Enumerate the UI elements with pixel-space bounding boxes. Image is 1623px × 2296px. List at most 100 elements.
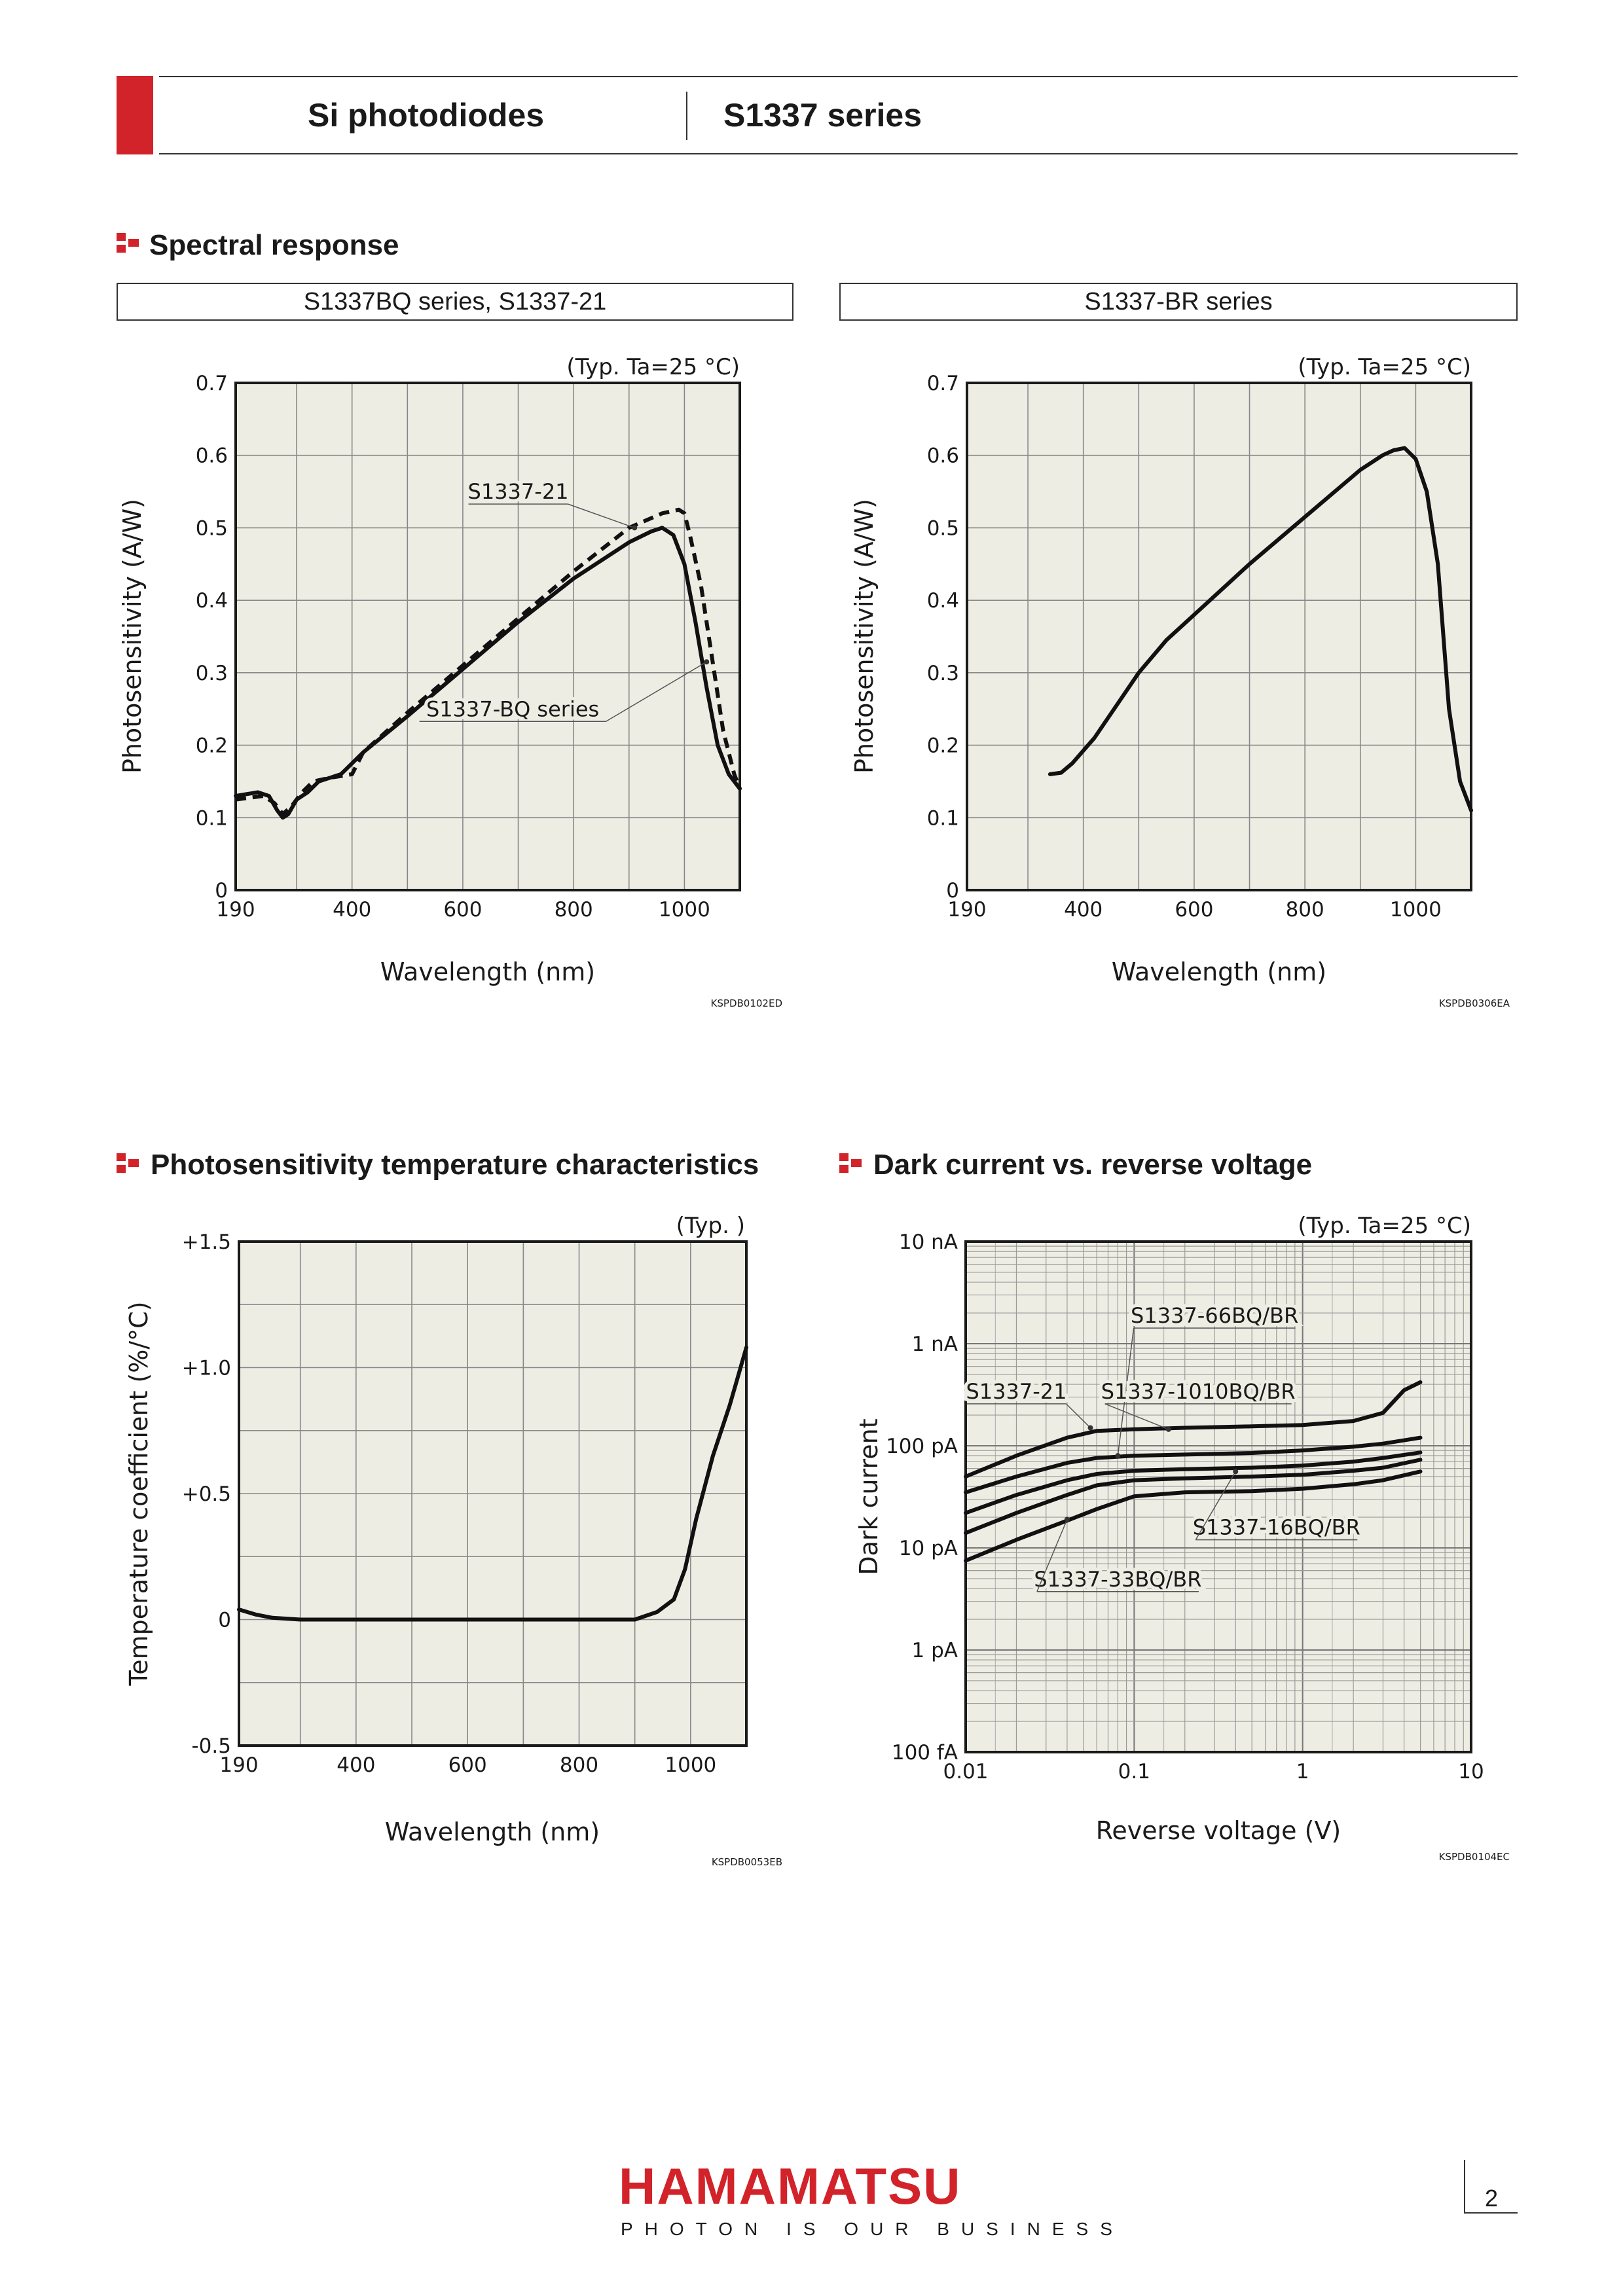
page-number-rule — [1464, 2212, 1518, 2214]
chart-note-c1: (Typ. Ta=25 °C) — [566, 354, 740, 380]
header-bottom-rule — [159, 153, 1518, 154]
x-axis-label-c2: Wavelength (nm) — [1112, 958, 1326, 986]
series-line-c4-3 — [964, 1458, 1423, 1535]
y-tick-label: +1.5 — [182, 1230, 231, 1254]
hamamatsu-logo: HAMAMATSU — [619, 2157, 962, 2215]
annotation-label: S1337-33BQ/BR — [1034, 1567, 1201, 1592]
annotation-pointer — [1087, 1425, 1093, 1431]
y-tick-label: 0.3 — [927, 662, 959, 685]
annotation-leader — [1117, 1328, 1135, 1456]
y-tick-label: 0.4 — [927, 589, 959, 613]
x-tick-label: 1 — [1296, 1760, 1309, 1784]
x-tick-label: 190 — [216, 898, 255, 922]
annotation-leader — [1065, 1403, 1091, 1429]
annotation-label: S1337-1010BQ/BR — [1101, 1379, 1296, 1404]
x-axis-label-c1: Wavelength (nm) — [380, 958, 595, 986]
figure-code-c1: KSPDB0102ED — [711, 997, 782, 1009]
annotation-pointer — [632, 525, 638, 531]
annotation-leader — [1104, 1403, 1169, 1430]
brand-color-block — [117, 76, 153, 154]
y-tick-label: 0.5 — [196, 516, 228, 540]
chart-note-c2: (Typ. Ta=25 °C) — [1298, 354, 1471, 380]
annotation-label: S1337-16BQ/BR — [1193, 1515, 1360, 1540]
section-title-spectral: Spectral response — [149, 229, 399, 261]
x-tick-label: 600 — [443, 898, 482, 922]
series-line-c4-0 — [964, 1380, 1423, 1479]
chart2-subtitle: S1337-BR series — [839, 283, 1518, 321]
series-line-c4-4 — [964, 1469, 1423, 1563]
x-tick-label: 400 — [337, 1753, 375, 1777]
y-axis-label-c4: Dark current — [854, 1418, 883, 1575]
x-tick-label: 800 — [555, 898, 593, 922]
y-axis-label-c3: Temperature coefficient (%/°C) — [124, 1301, 153, 1686]
annotation-leader — [1195, 1471, 1236, 1541]
plot-frame-c3 — [238, 1240, 748, 1747]
annotation-leader — [1036, 1519, 1068, 1592]
series-line-c1-0 — [234, 526, 742, 820]
x-tick-label: 1000 — [665, 1753, 716, 1777]
x-tick-label: 800 — [1286, 898, 1324, 922]
x-tick-label: 1000 — [659, 898, 710, 922]
y-tick-label: 0.1 — [196, 806, 228, 830]
x-tick-label: 190 — [219, 1753, 258, 1777]
y-tick-label: 100 fA — [892, 1741, 958, 1765]
y-tick-label: 0.1 — [927, 806, 959, 830]
y-tick-label: 0.7 — [196, 372, 228, 395]
y-tick-label: 0.5 — [927, 516, 959, 540]
section-bullet-icon — [117, 233, 140, 255]
y-tick-label: 0.6 — [196, 444, 228, 468]
y-tick-label: 0.2 — [927, 734, 959, 758]
annotation-pointer — [1064, 1516, 1070, 1522]
y-tick-label: 0 — [946, 879, 959, 903]
annotation-leader — [606, 661, 707, 722]
chart-note-c4: (Typ. Ta=25 °C) — [1298, 1213, 1471, 1239]
section-title-tempchar: Photosensitivity temperature characteris… — [151, 1149, 759, 1181]
annotation-pointer — [704, 659, 710, 665]
y-tick-label: -0.5 — [192, 1734, 232, 1758]
y-tick-label: 10 pA — [899, 1537, 958, 1560]
annotation-label: S1337-21 — [468, 479, 569, 504]
x-tick-label: 600 — [1175, 898, 1213, 922]
y-tick-label: +1.0 — [182, 1357, 231, 1380]
series-line-c4-1 — [964, 1435, 1423, 1495]
plot-area-c1 — [236, 383, 740, 890]
series-line-c4-2 — [964, 1450, 1423, 1515]
plot-frame-c2 — [966, 382, 1472, 891]
x-tick-label: 800 — [560, 1753, 598, 1777]
y-tick-label: 0.3 — [196, 662, 228, 685]
plot-area-c2 — [967, 383, 1471, 890]
header-divider — [686, 92, 687, 140]
x-tick-label: 400 — [1064, 898, 1103, 922]
y-tick-label: 0.6 — [927, 444, 959, 468]
annotation-leader — [568, 503, 635, 529]
figure-code-c3: KSPDB0053EB — [712, 1856, 782, 1868]
x-axis-label-c4: Reverse voltage (V) — [1096, 1816, 1341, 1845]
annotation-label: S1337-66BQ/BR — [1131, 1303, 1298, 1328]
x-tick-label: 400 — [333, 898, 371, 922]
x-tick-label: 0.01 — [943, 1760, 988, 1784]
section-bullet-icon — [839, 1153, 863, 1175]
y-tick-label: 0 — [215, 879, 228, 903]
annotation-pointer — [1233, 1469, 1239, 1475]
figure-code-c4: KSPDB0104EC — [1439, 1851, 1510, 1863]
annotation-pointer — [1115, 1453, 1121, 1459]
y-tick-label: 0.7 — [927, 372, 959, 395]
series-line-c2-0 — [1048, 446, 1473, 813]
y-tick-label: 10 nA — [899, 1230, 958, 1254]
page-number-divider — [1464, 2160, 1465, 2212]
y-axis-label-c1: Photosensitivity (A/W) — [118, 499, 147, 774]
chart-note-c3: (Typ. ) — [676, 1213, 745, 1239]
section-bullet-icon — [117, 1153, 140, 1175]
y-tick-label: 1 nA — [912, 1333, 958, 1356]
annotation-label: S1337-21 — [966, 1379, 1067, 1404]
annotation-label: S1337-BQ series — [426, 696, 599, 721]
x-tick-label: 190 — [947, 898, 986, 922]
x-tick-label: 0.1 — [1118, 1760, 1150, 1784]
y-tick-label: 0 — [218, 1609, 231, 1632]
x-tick-label: 10 — [1458, 1760, 1484, 1784]
header-top-rule — [159, 76, 1518, 77]
header-product: Si photodiodes — [308, 97, 545, 134]
x-tick-label: 1000 — [1390, 898, 1442, 922]
y-axis-label-c2: Photosensitivity (A/W) — [850, 499, 879, 774]
